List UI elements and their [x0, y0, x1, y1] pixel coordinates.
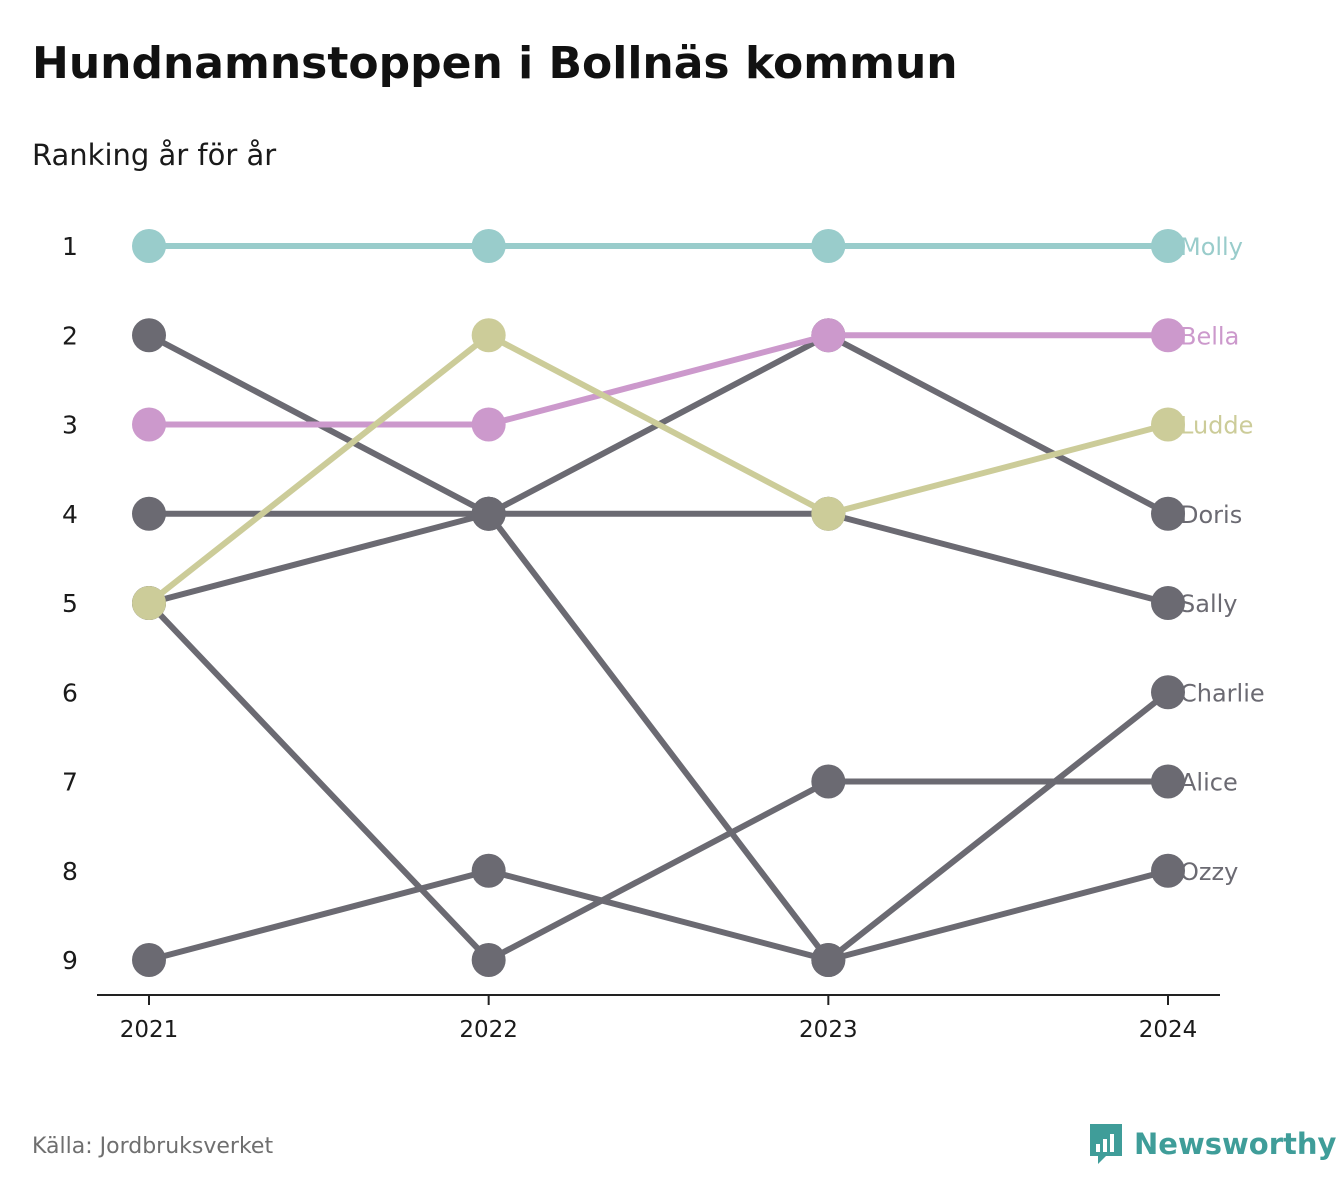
- series-charlie: Charlie: [132, 318, 1265, 977]
- series-label: Ludde: [1180, 412, 1253, 440]
- data-point: [811, 764, 846, 799]
- data-point: [132, 496, 166, 531]
- series-label: Doris: [1180, 501, 1242, 529]
- chart-title: Hundnamnstoppen i Bollnäs kommun: [32, 38, 958, 89]
- brand-name: Newsworthy: [1134, 1127, 1337, 1161]
- y-tick-label: 9: [62, 946, 78, 975]
- series-doris: Doris: [132, 318, 1242, 620]
- series-ozzy: Ozzy: [132, 853, 1238, 977]
- data-point: [811, 318, 846, 353]
- series-line: [146, 867, 1171, 963]
- data-point: [132, 318, 166, 353]
- chart-subtitle: Ranking år för år: [32, 138, 277, 172]
- x-tick-label: 2024: [1139, 1017, 1198, 1043]
- data-point: [132, 229, 166, 263]
- series-label: Ozzy: [1180, 858, 1238, 886]
- data-point: [471, 318, 506, 353]
- x-tick-label: 2021: [120, 1017, 179, 1043]
- newsworthy-logo: Newsworthy: [1088, 1122, 1336, 1166]
- x-tick-label: 2023: [799, 1017, 858, 1043]
- data-point: [1151, 675, 1185, 710]
- data-point: [471, 853, 506, 888]
- x-tick-label: 2022: [459, 1017, 518, 1043]
- data-point: [811, 943, 846, 977]
- series-line: [146, 600, 1171, 963]
- data-point: [471, 943, 506, 977]
- series-label: Bella: [1180, 322, 1239, 350]
- y-tick-label: 6: [62, 678, 78, 707]
- data-point: [1151, 764, 1185, 799]
- y-tick-label: 2: [62, 321, 78, 350]
- data-point: [471, 229, 506, 263]
- data-point: [1151, 229, 1185, 263]
- series-line: [146, 510, 1171, 606]
- series-bella: Bella: [132, 318, 1239, 442]
- data-point: [132, 943, 166, 977]
- data-point: [1151, 407, 1185, 442]
- series-label: Alice: [1180, 769, 1238, 797]
- data-point: [132, 407, 166, 442]
- data-point: [811, 496, 846, 531]
- series-ludde: Ludde: [132, 318, 1253, 620]
- series-molly: Molly: [132, 229, 1243, 263]
- y-tick-label: 4: [62, 500, 78, 529]
- y-tick-label: 3: [62, 411, 78, 440]
- bump-chart: 1 2 3 4 5 6 7 8 9 2021 2022 2023 2024 Doris Sally Charl…: [62, 229, 1265, 1043]
- y-tick-label: 5: [62, 589, 78, 618]
- data-point: [1151, 853, 1185, 888]
- series-sally: Sally: [132, 496, 1237, 620]
- series-label: Charlie: [1180, 679, 1265, 707]
- data-point: [471, 407, 506, 442]
- data-point: [1151, 586, 1185, 620]
- series-line: [146, 332, 1171, 428]
- y-tick-label: 7: [62, 768, 78, 797]
- data-point: [811, 229, 846, 263]
- data-point: [1151, 318, 1185, 353]
- series-line: [146, 332, 1171, 606]
- y-tick-label: 8: [62, 857, 78, 886]
- series-label: Molly: [1180, 233, 1243, 261]
- data-point: [471, 496, 506, 531]
- data-point: [132, 586, 166, 620]
- newsworthy-icon: [1090, 1124, 1122, 1164]
- series-label: Sally: [1180, 590, 1237, 618]
- series-line: [146, 332, 1171, 963]
- source-note: Källa: Jordbruksverket: [32, 1134, 274, 1159]
- data-point: [1151, 496, 1185, 531]
- y-tick-label: 1: [62, 232, 78, 261]
